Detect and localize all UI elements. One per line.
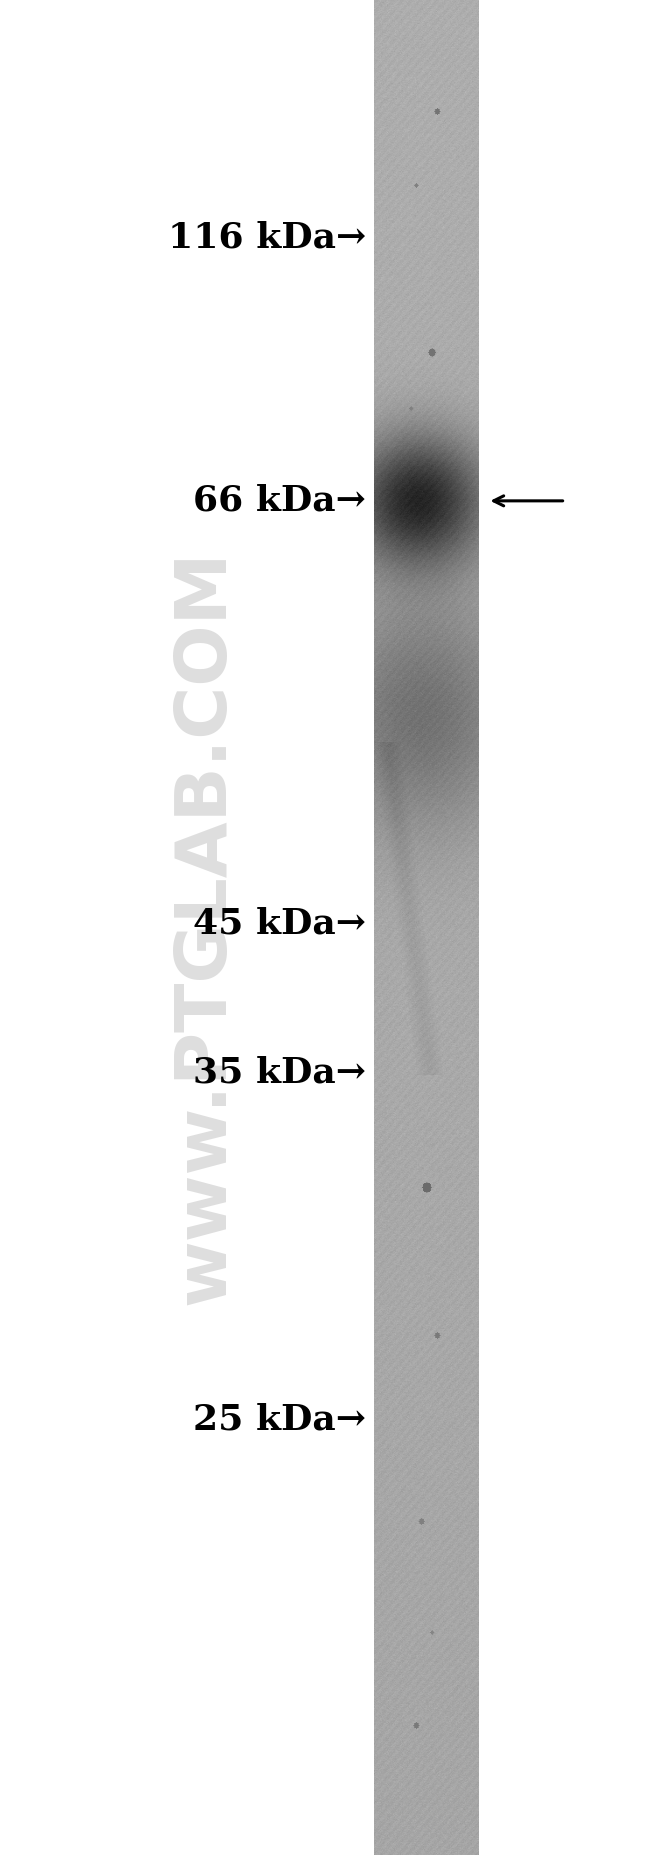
Text: www.PTGLAB.COM: www.PTGLAB.COM xyxy=(170,549,239,1306)
Text: 116 kDa→: 116 kDa→ xyxy=(168,221,366,254)
Text: 25 kDa→: 25 kDa→ xyxy=(193,1402,366,1436)
Text: 35 kDa→: 35 kDa→ xyxy=(193,1055,366,1089)
Text: 66 kDa→: 66 kDa→ xyxy=(193,484,366,518)
Text: 45 kDa→: 45 kDa→ xyxy=(193,907,366,940)
